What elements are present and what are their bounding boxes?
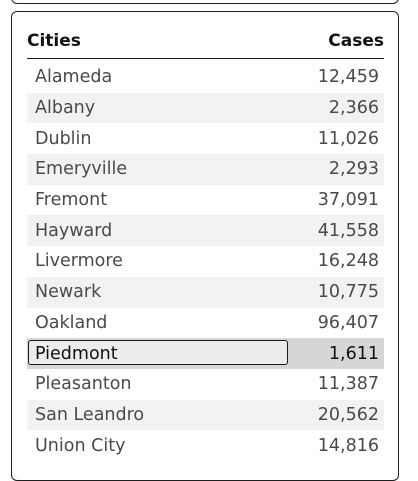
table-header: Cities Cases <box>27 24 384 58</box>
city-cell[interactable]: Fremont <box>35 190 108 211</box>
table-row[interactable]: Newark 10,775 <box>27 276 384 308</box>
header-cities[interactable]: Cities <box>27 31 81 51</box>
cities-cases-table-card: Cities Cases Alameda 12,459 Albany 2,366 Dub… <box>11 11 399 481</box>
header-divider <box>27 58 384 59</box>
previous-card-edge <box>11 0 399 4</box>
city-cell[interactable]: Dublin <box>35 128 92 149</box>
table-row[interactable]: Livermore 16,248 <box>27 246 384 277</box>
cases-cell[interactable]: 2,293 <box>328 159 379 180</box>
city-cell[interactable]: San Leandro <box>35 404 145 425</box>
city-cell[interactable]: Albany <box>35 98 96 119</box>
table-row[interactable]: Albany 2,366 <box>27 92 384 124</box>
header-cases[interactable]: Cases <box>328 31 384 51</box>
city-cell[interactable]: Livermore <box>35 251 123 272</box>
cases-cell[interactable]: 20,562 <box>317 404 379 425</box>
city-cell[interactable]: Hayward <box>35 220 113 241</box>
table-row[interactable]: Pleasanton 11,387 <box>27 369 384 400</box>
city-cell[interactable]: Union City <box>35 435 126 456</box>
table-row[interactable]: Piedmont 1,611 <box>27 338 384 369</box>
table-row[interactable]: Alameda 12,459 <box>27 62 384 93</box>
table-row[interactable]: Fremont 37,091 <box>27 185 384 216</box>
table-row[interactable]: Emeryville 2,293 <box>27 154 384 185</box>
table-row[interactable]: Oakland 96,407 <box>27 308 384 339</box>
table-row[interactable]: San Leandro 20,562 <box>27 399 384 431</box>
cases-cell[interactable]: 12,459 <box>317 67 379 88</box>
cases-cell[interactable]: 2,366 <box>328 98 379 119</box>
selected-cell-outline <box>28 340 288 366</box>
cases-cell[interactable]: 14,816 <box>317 435 379 456</box>
city-cell[interactable]: Newark <box>35 282 102 303</box>
table-body: Alameda 12,459 Albany 2,366 Dublin 11,026 Emer… <box>27 62 384 461</box>
city-cell[interactable]: Alameda <box>35 67 113 88</box>
table-row[interactable]: Dublin 11,026 <box>27 123 384 154</box>
cases-cell[interactable]: 41,558 <box>317 220 379 241</box>
cases-cell[interactable]: 37,091 <box>317 190 379 211</box>
cases-cell[interactable]: 11,026 <box>317 128 379 149</box>
city-cell[interactable]: Piedmont <box>35 343 118 364</box>
cases-cell[interactable]: 10,775 <box>317 282 379 303</box>
cases-cell[interactable]: 11,387 <box>317 374 379 395</box>
table-row[interactable]: Hayward 41,558 <box>27 215 384 247</box>
cases-cell[interactable]: 96,407 <box>317 312 379 333</box>
table-row[interactable]: Union City 14,816 <box>27 430 384 461</box>
city-cell[interactable]: Emeryville <box>35 159 128 180</box>
cases-cell[interactable]: 16,248 <box>317 251 379 272</box>
cases-cell[interactable]: 1,611 <box>328 343 379 364</box>
city-cell[interactable]: Pleasanton <box>35 374 132 395</box>
city-cell[interactable]: Oakland <box>35 312 108 333</box>
